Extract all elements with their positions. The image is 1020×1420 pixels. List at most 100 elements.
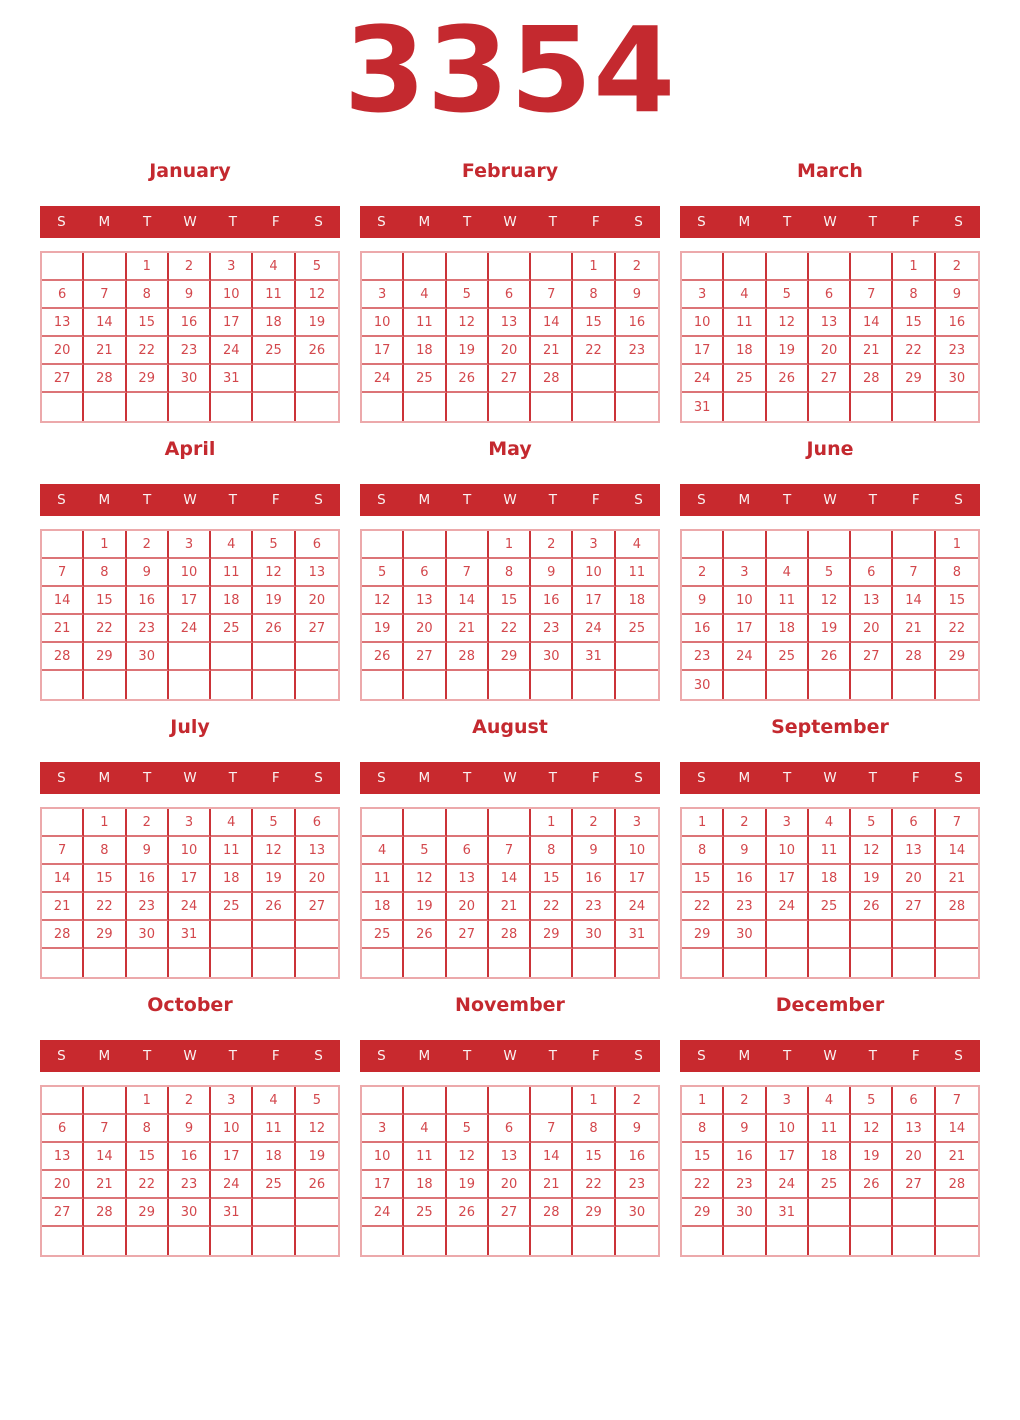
day-cell: 15 <box>488 587 532 616</box>
day-cell: 23 <box>531 615 574 644</box>
day-cell: 27 <box>404 643 447 672</box>
day-cell: 12 <box>295 1115 338 1144</box>
weekday-label: M <box>418 214 431 231</box>
day-cell: 5 <box>766 281 809 310</box>
day-cell: 3 <box>362 1115 405 1144</box>
day-cell: 27 <box>42 365 85 394</box>
day-cell-empty <box>809 1227 852 1256</box>
day-cell: 5 <box>404 837 447 866</box>
day-cell: 24 <box>362 365 405 394</box>
month-day-grid: 1 2 3 4 5 6 7 8 9 10 11 12 13 14 15 16 17 18 19 20 21 22 23 24 2… <box>40 1085 340 1258</box>
day-cell-empty <box>253 671 296 700</box>
day-cell: 26 <box>766 365 809 394</box>
day-cell-empty <box>893 671 936 700</box>
day-cell-empty <box>488 809 532 838</box>
day-cell-empty <box>362 1087 405 1116</box>
day-cell: 26 <box>253 893 296 922</box>
day-cell: 2 <box>615 1087 658 1116</box>
day-cell: 15 <box>84 587 127 616</box>
month-day-grid: 1 2 3 4 5 6 7 8 9 10 11 12 13 14 15 16 17 18 19 20 21 22 23 24 2… <box>360 529 660 702</box>
day-cell: 25 <box>808 1171 852 1200</box>
day-cell-empty <box>253 393 296 422</box>
day-cell: 5 <box>446 281 489 310</box>
day-cell: 3 <box>211 253 254 282</box>
day-cell-empty <box>211 671 254 700</box>
day-cell: 15 <box>682 1143 725 1172</box>
day-cell: 10 <box>724 587 767 616</box>
day-cell: 30 <box>126 921 169 950</box>
day-cell: 18 <box>404 1171 447 1200</box>
day-cell: 11 <box>211 837 254 866</box>
weekday-label: T <box>548 492 557 509</box>
weekday-label: M <box>98 770 111 787</box>
day-cell-empty <box>42 671 85 700</box>
day-cell: 22 <box>573 1171 616 1200</box>
weekday-label: S <box>634 214 643 231</box>
day-cell: 30 <box>724 1199 767 1228</box>
day-cell: 27 <box>295 615 338 644</box>
day-cell: 2 <box>935 253 978 282</box>
day-cell-empty <box>531 1087 574 1116</box>
day-cell: 24 <box>615 893 658 922</box>
weekday-label: T <box>783 1048 792 1065</box>
day-cell: 7 <box>935 809 978 838</box>
day-cell-empty <box>767 393 809 422</box>
day-cell: 8 <box>488 559 532 588</box>
weekday-label: S <box>314 770 323 787</box>
day-cell: 27 <box>893 1171 936 1200</box>
day-cell-empty <box>253 921 296 950</box>
day-cell: 4 <box>808 1087 852 1116</box>
day-cell: 19 <box>295 1143 338 1172</box>
weekday-label: W <box>183 214 197 231</box>
day-cell: 11 <box>211 559 254 588</box>
day-cell: 1 <box>573 1087 616 1116</box>
day-cell: 29 <box>893 365 936 394</box>
month-day-grid: 1 2 3 4 5 6 7 8 9 10 11 12 13 14 15 16 17 18 19 20 21 22 23 24 2… <box>680 1085 980 1258</box>
day-cell: 18 <box>808 865 852 894</box>
day-cell: 25 <box>211 893 254 922</box>
day-cell: 8 <box>573 1115 616 1144</box>
day-cell: 30 <box>126 643 169 672</box>
weekday-label: W <box>823 770 837 787</box>
day-cell-empty <box>127 949 169 978</box>
day-cell: 25 <box>404 365 447 394</box>
day-cell-empty <box>724 671 767 700</box>
day-cell-empty <box>724 253 767 282</box>
day-cell-empty <box>682 1227 725 1256</box>
day-cell: 11 <box>253 281 296 310</box>
month-day-grid: 1 2 3 4 5 6 7 8 9 10 11 12 13 14 15 16 17 18 19 20 21 22 23 24 2… <box>360 807 660 980</box>
day-cell: 24 <box>682 365 725 394</box>
day-cell: 21 <box>488 893 532 922</box>
day-cell: 17 <box>615 865 658 894</box>
day-cell: 25 <box>253 337 296 366</box>
day-cell: 31 <box>168 921 212 950</box>
day-cell: 9 <box>682 587 725 616</box>
day-cell: 2 <box>126 809 169 838</box>
weekday-label: T <box>228 1048 237 1065</box>
day-cell: 7 <box>531 1115 574 1144</box>
day-cell: 24 <box>724 643 767 672</box>
weekday-label: S <box>697 492 706 509</box>
day-cell: 15 <box>573 309 616 338</box>
day-cell-empty <box>808 253 852 282</box>
day-cell: 2 <box>724 809 767 838</box>
day-cell-empty <box>809 393 852 422</box>
weekday-label: W <box>503 214 517 231</box>
day-cell: 26 <box>851 1171 894 1200</box>
weekday-label: S <box>57 492 66 509</box>
day-cell: 8 <box>126 281 169 310</box>
day-cell: 14 <box>84 1143 127 1172</box>
weekday-label: T <box>868 1048 877 1065</box>
day-cell: 28 <box>488 921 532 950</box>
day-cell: 23 <box>724 893 767 922</box>
day-cell: 5 <box>295 253 338 282</box>
day-cell: 19 <box>362 615 405 644</box>
